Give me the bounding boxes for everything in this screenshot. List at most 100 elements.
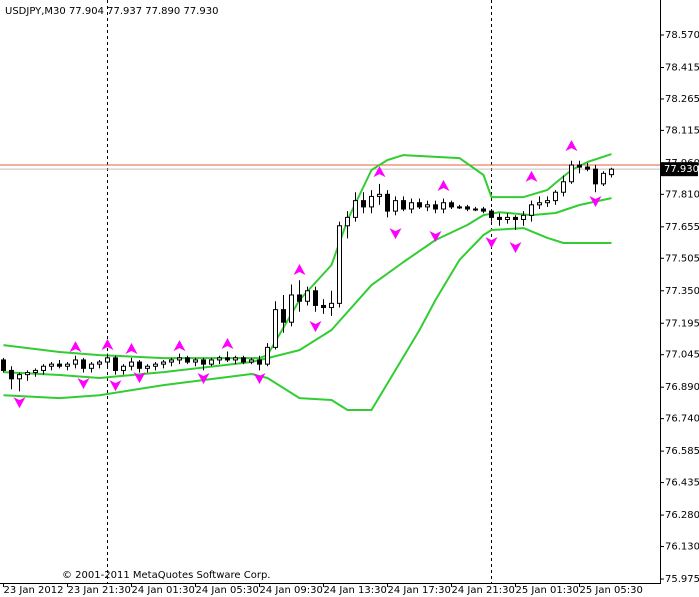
candle-body xyxy=(313,290,318,306)
candle-body xyxy=(249,359,254,363)
candle-body xyxy=(153,363,158,367)
candle-body xyxy=(105,357,110,363)
candle-body xyxy=(265,346,270,365)
candle-body xyxy=(361,200,366,208)
candle-body xyxy=(425,204,430,208)
fractal-up xyxy=(437,179,450,191)
candle-body xyxy=(1,359,6,371)
candle-body xyxy=(449,202,454,208)
candle-body xyxy=(593,168,598,185)
candle-body xyxy=(489,210,494,218)
candle-body xyxy=(545,200,550,204)
candle-body xyxy=(353,200,358,218)
candle-body xyxy=(225,357,230,361)
y-tick-label: 77.810 xyxy=(665,189,699,200)
candle-body xyxy=(81,359,86,369)
fractal-up xyxy=(173,340,186,352)
candle-body xyxy=(601,172,606,185)
candle-body xyxy=(473,208,478,211)
candle-body xyxy=(305,290,310,302)
fractal-down xyxy=(13,397,26,409)
candle-body xyxy=(385,193,390,212)
y-tick-label: 78.415 xyxy=(665,63,699,74)
candle-body xyxy=(241,357,246,363)
fractal-up xyxy=(69,341,82,353)
y-tick-label: 77.350 xyxy=(665,286,699,297)
candle-body xyxy=(177,357,182,361)
fractal-up xyxy=(221,338,234,350)
chart-title: USDJPY,M30 77.904 77.937 77.890 77.930 xyxy=(5,6,218,17)
fractal-down xyxy=(309,320,322,332)
fractal-down xyxy=(509,241,522,253)
copyright: © 2001-2011 MetaQuotes Software Corp. xyxy=(62,570,270,581)
candle-body xyxy=(529,204,534,216)
y-tick-label: 77.655 xyxy=(665,222,699,233)
candle-body xyxy=(289,294,294,323)
candle-body xyxy=(169,359,174,363)
fractal-down xyxy=(77,378,90,390)
y-tick-label: 78.115 xyxy=(665,125,699,136)
x-tick-label: 25 Jan 01:30 xyxy=(516,585,579,596)
x-tick-label: 23 Jan 2012 xyxy=(4,585,64,596)
candle-body xyxy=(9,369,14,380)
candle-body xyxy=(281,309,286,323)
candle-body xyxy=(145,365,150,369)
candle-body xyxy=(201,359,206,365)
bid-label-box xyxy=(661,162,698,177)
candle-body xyxy=(401,200,406,210)
candle-body xyxy=(569,164,574,183)
fractal-down xyxy=(253,372,266,384)
x-tick-label: 23 Jan 21:30 xyxy=(68,585,131,596)
fractal-down xyxy=(485,237,498,249)
candle-body xyxy=(521,214,526,220)
y-tick-label: 77.045 xyxy=(665,350,699,361)
fractal-down xyxy=(429,231,442,243)
y-tick-label: 76.130 xyxy=(665,542,699,553)
candle-body xyxy=(273,309,278,348)
candle-body xyxy=(505,216,510,220)
fractal-up xyxy=(101,339,114,351)
candle-body xyxy=(17,374,22,380)
fractal-up xyxy=(373,166,386,178)
candle-body xyxy=(481,208,486,212)
x-tick-label: 24 Jan 17:30 xyxy=(388,585,451,596)
candle-body xyxy=(233,357,238,361)
y-tick-label: 75.975 xyxy=(665,574,699,585)
fractal-down xyxy=(109,380,122,392)
x-tick-label: 24 Jan 01:30 xyxy=(132,585,195,596)
candle-body xyxy=(41,365,46,371)
candle-body xyxy=(73,359,78,365)
candle-body xyxy=(441,202,446,210)
candle-body xyxy=(193,359,198,363)
y-tick-label: 78.265 xyxy=(665,94,699,105)
candle-body xyxy=(121,365,126,371)
x-tick-label: 24 Jan 21:30 xyxy=(452,585,515,596)
candle-body xyxy=(65,363,70,367)
x-tick-label: 24 Jan 09:30 xyxy=(260,585,323,596)
candle-body xyxy=(377,193,382,197)
candle-body xyxy=(297,294,302,302)
candle-body xyxy=(329,302,334,309)
y-tick-label: 76.280 xyxy=(665,510,699,521)
candle-body xyxy=(433,204,438,210)
candle-body xyxy=(609,168,614,176)
candle-body xyxy=(97,361,102,365)
candle-body xyxy=(57,363,62,367)
y-tick-label: 78.570 xyxy=(665,30,699,41)
fractal-down xyxy=(197,372,210,384)
band-line xyxy=(3,227,612,411)
band-line xyxy=(3,197,612,379)
candle-body xyxy=(33,369,38,374)
fractal-down xyxy=(589,196,602,208)
fractal-down xyxy=(133,372,146,384)
fractal-up xyxy=(525,170,538,182)
fractal-up xyxy=(293,264,306,276)
candle-body xyxy=(185,357,190,363)
x-tick-label: 24 Jan 05:30 xyxy=(196,585,259,596)
candle-body xyxy=(585,166,590,170)
candle-body xyxy=(393,200,398,212)
candle-body xyxy=(497,216,502,220)
y-tick-label: 76.740 xyxy=(665,414,699,425)
